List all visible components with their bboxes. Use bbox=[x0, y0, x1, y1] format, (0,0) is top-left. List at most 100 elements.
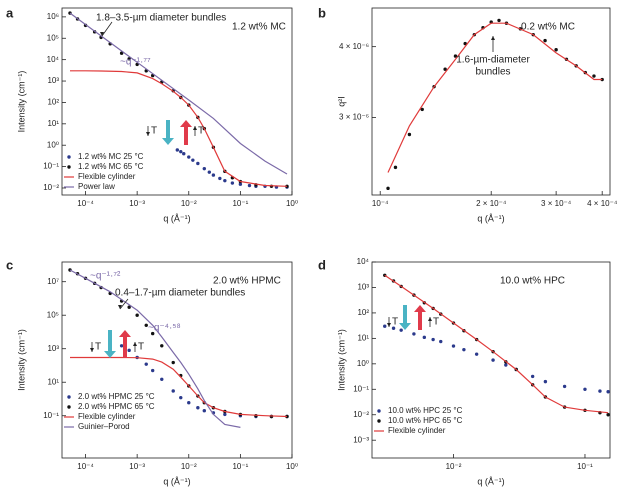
y-tick-label: 4 × 10⁻⁶ bbox=[339, 42, 369, 51]
y-tick-label: 10⁻¹ bbox=[43, 411, 59, 420]
data-point bbox=[391, 326, 396, 330]
annotation: T bbox=[198, 126, 204, 137]
annotation: bundles bbox=[475, 67, 510, 78]
annotation: 0.2 wt% MC bbox=[521, 22, 575, 33]
y-tick-label: 10¹ bbox=[47, 119, 59, 128]
data-point bbox=[598, 389, 602, 393]
temp-arrow-head bbox=[399, 323, 411, 330]
data-point bbox=[223, 412, 227, 417]
x-tick-label: 10⁰ bbox=[286, 199, 298, 208]
x-axis-label: q (Å⁻¹) bbox=[163, 213, 190, 223]
temp-arrow-head bbox=[162, 138, 174, 145]
y-axis-label: Intensity (cm⁻¹) bbox=[336, 329, 346, 391]
x-axis-label: q (Å⁻¹) bbox=[477, 213, 504, 223]
y-axis-label: Intensity (cm⁻¹) bbox=[16, 71, 26, 133]
data-point bbox=[504, 363, 508, 367]
pointer-head bbox=[193, 126, 197, 130]
data-point bbox=[150, 331, 155, 336]
legend-swatch bbox=[377, 409, 381, 413]
data-point bbox=[127, 348, 131, 353]
annotation: 0.4–1.7-µm diameter bundles bbox=[115, 288, 245, 299]
pointer-head bbox=[428, 317, 432, 321]
data-point bbox=[399, 328, 403, 332]
plot-frame bbox=[371, 261, 611, 459]
data-point bbox=[127, 305, 131, 309]
x-tick-label: 10⁻¹ bbox=[577, 462, 593, 471]
data-point bbox=[422, 335, 427, 340]
data-point bbox=[196, 406, 200, 410]
data-point bbox=[160, 377, 164, 381]
data-point bbox=[431, 337, 435, 342]
y-tick-label: 10⁶ bbox=[47, 12, 59, 21]
x-tick-label: 4 × 10⁻⁴ bbox=[587, 199, 618, 208]
panel-letter: d bbox=[318, 257, 326, 272]
pointer-head bbox=[100, 32, 104, 36]
data-point bbox=[150, 368, 155, 373]
data-point bbox=[223, 178, 227, 183]
data-point bbox=[211, 173, 216, 177]
data-point bbox=[443, 67, 447, 71]
data-point bbox=[592, 74, 596, 78]
data-point bbox=[230, 181, 235, 185]
data-point bbox=[497, 18, 501, 23]
data-point bbox=[451, 344, 456, 348]
fit-line bbox=[384, 274, 609, 414]
x-tick-label: 10⁻² bbox=[181, 199, 197, 208]
data-point bbox=[562, 384, 567, 389]
data-point bbox=[179, 149, 183, 154]
data-point bbox=[383, 324, 387, 328]
data-point bbox=[247, 183, 252, 188]
fit-line bbox=[69, 269, 241, 428]
x-tick-label: 10⁻⁴ bbox=[372, 199, 389, 208]
data-point bbox=[175, 148, 180, 152]
annotation: T bbox=[95, 342, 101, 353]
data-point bbox=[543, 379, 548, 384]
panel-letter: a bbox=[6, 5, 14, 20]
data-point bbox=[119, 51, 124, 55]
pointer-head bbox=[387, 323, 391, 327]
data-point bbox=[207, 170, 212, 174]
legend-swatch bbox=[67, 165, 71, 169]
y-tick-label: 10³ bbox=[47, 344, 59, 353]
legend-swatch bbox=[67, 395, 71, 399]
legend-label: Flexible cylinder bbox=[388, 426, 446, 435]
annotation: 1.2 wt% MC bbox=[232, 22, 286, 33]
data-point bbox=[543, 38, 547, 43]
pointer-head bbox=[146, 132, 150, 136]
x-tick-label: 10⁻² bbox=[446, 462, 462, 471]
y-axis-label: Intensity (cm⁻¹) bbox=[16, 329, 26, 391]
annotation: T bbox=[392, 317, 398, 328]
annotation: 1.6-µm-diameter bbox=[456, 55, 530, 66]
data-point bbox=[160, 344, 164, 348]
x-axis-label: q (Å⁻¹) bbox=[163, 476, 190, 486]
x-tick-label: 3 × 10⁻⁴ bbox=[541, 199, 572, 208]
y-axis-label: q²I bbox=[336, 96, 346, 107]
y-tick-label: 10¹ bbox=[357, 333, 369, 342]
data-point bbox=[127, 57, 131, 61]
y-tick-label: 10⁷ bbox=[47, 277, 59, 286]
annotation: 2.0 wt% HPMC bbox=[213, 276, 281, 287]
legend-label: Flexible cylinder bbox=[78, 412, 136, 421]
data-point bbox=[196, 161, 200, 166]
data-point bbox=[135, 313, 139, 317]
data-point bbox=[393, 165, 398, 170]
y-tick-label: 10⁵ bbox=[47, 310, 59, 319]
pointer-head bbox=[133, 342, 137, 346]
data-point bbox=[530, 374, 535, 379]
data-point bbox=[386, 186, 390, 191]
data-point bbox=[119, 344, 124, 348]
legend-label: 1.2 wt% MC 65 °C bbox=[78, 162, 144, 171]
x-tick-label: 2 × 10⁻⁴ bbox=[476, 199, 507, 208]
annotation: 10.0 wt% HPC bbox=[500, 276, 565, 287]
y-tick-label: 10² bbox=[47, 98, 59, 107]
x-tick-label: 10⁻³ bbox=[129, 462, 145, 471]
y-tick-label: 10⁻¹ bbox=[43, 162, 59, 171]
pointer-arrow bbox=[101, 21, 113, 37]
y-tick-label: 10⁵ bbox=[47, 33, 59, 42]
fit-line bbox=[69, 12, 288, 175]
x-tick-label: 10⁻² bbox=[181, 462, 197, 471]
data-point bbox=[583, 387, 587, 391]
data-point bbox=[202, 166, 207, 171]
y-tick-label: 3 × 10⁻⁶ bbox=[339, 113, 369, 122]
